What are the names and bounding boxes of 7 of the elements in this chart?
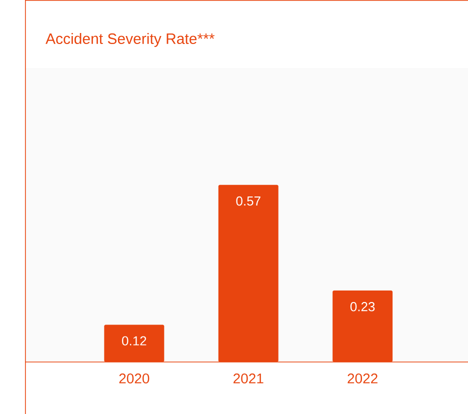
data-label: 0.23 <box>350 302 375 312</box>
x-tick-label: 2020 <box>119 374 150 384</box>
data-label: 0.57 <box>236 196 260 206</box>
chart-title: Accident Severity Rate*** <box>46 33 215 47</box>
data-label: 0.12 <box>122 336 146 346</box>
x-tick-label: 2021 <box>234 374 264 384</box>
x-tick-label: 2022 <box>348 374 378 384</box>
